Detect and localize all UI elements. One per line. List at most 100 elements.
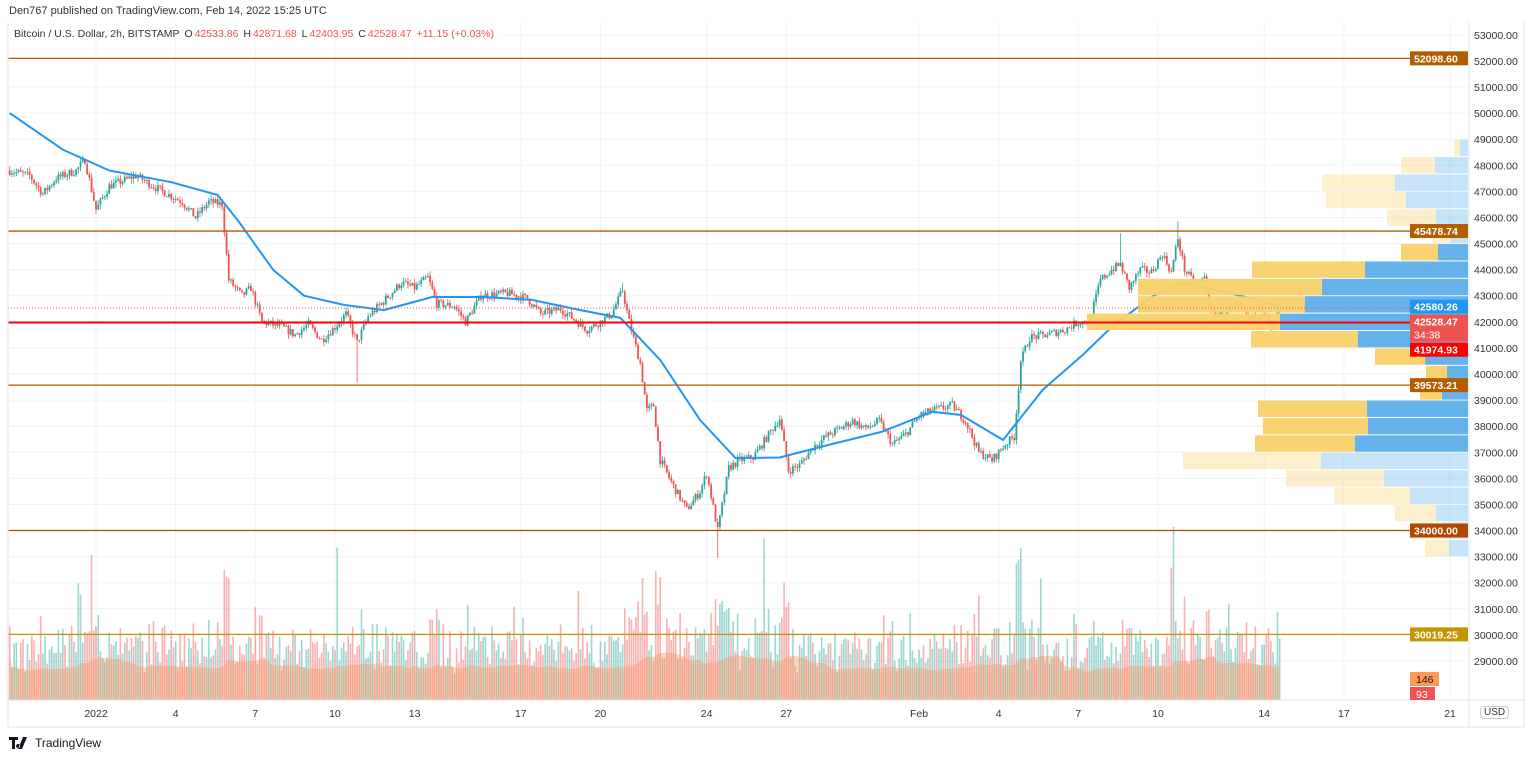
candle <box>380 302 383 306</box>
volume-bar <box>772 667 774 700</box>
candle-body <box>1017 389 1020 414</box>
volume-bar <box>750 656 752 700</box>
volume-bar <box>869 638 872 700</box>
volume-bar <box>442 624 445 700</box>
volume-bar <box>148 623 150 700</box>
candle <box>115 176 117 188</box>
currency-button[interactable]: USD <box>1480 706 1510 719</box>
level-price-label-bg <box>1410 627 1468 642</box>
volume-bar <box>391 632 394 700</box>
volume-bar <box>1002 666 1004 700</box>
volume-bar <box>557 641 560 700</box>
vp-down-volume-bar <box>1252 261 1365 278</box>
volume-bar <box>1031 619 1033 700</box>
candle <box>400 282 403 291</box>
volume-bar <box>955 642 958 700</box>
candle-body <box>181 202 184 205</box>
level-price-label[interactable]: 41974.93 <box>1410 342 1468 357</box>
volume-bar <box>409 642 411 700</box>
candle <box>756 445 759 453</box>
candle-body <box>475 300 478 306</box>
candle <box>199 207 201 218</box>
candle-body <box>672 481 675 485</box>
candle-body <box>1073 320 1075 329</box>
volume-bar <box>701 635 704 700</box>
volume-bar <box>1108 656 1111 700</box>
volume-bar <box>13 643 15 700</box>
candle <box>378 301 381 308</box>
volume-bar <box>287 644 290 700</box>
candle-body <box>435 295 438 308</box>
volume-bar <box>462 659 465 700</box>
candle <box>646 391 648 413</box>
price-axis[interactable] <box>1469 0 1536 757</box>
candle-body <box>962 419 965 423</box>
volume-bar <box>876 645 878 700</box>
level-price-label[interactable]: 52098.60 <box>1410 51 1468 66</box>
candle <box>847 421 850 431</box>
candle <box>1146 265 1148 278</box>
candle-body <box>707 476 710 485</box>
candle-body <box>765 437 768 442</box>
ma-value-label[interactable]: 42580.26 <box>1410 299 1468 314</box>
volume-bar <box>953 624 956 700</box>
candle-body <box>1126 273 1128 280</box>
candle <box>207 197 210 208</box>
volume-bar <box>1256 664 1259 700</box>
candle-body <box>1181 251 1184 256</box>
candle-body <box>1068 327 1071 329</box>
volume-bar <box>843 639 845 700</box>
price-tick-label: 40000.00 <box>1474 369 1518 381</box>
candle-body <box>35 183 38 186</box>
volume-bar <box>1163 653 1166 700</box>
volume-bar <box>907 665 909 700</box>
candle <box>1008 435 1011 448</box>
level-price-label[interactable]: 30019.25 <box>1410 627 1468 642</box>
candle <box>907 431 909 438</box>
volume-bar <box>847 640 850 700</box>
candle-body <box>440 299 443 301</box>
candle <box>440 297 443 304</box>
candle <box>564 309 566 320</box>
volume-bar <box>568 650 571 700</box>
vp-down-volume-bar <box>1334 487 1410 504</box>
volume-bar <box>1201 659 1204 700</box>
vp-up-volume-bar <box>1384 470 1468 487</box>
volume-bar <box>1179 630 1181 700</box>
level-price-label[interactable]: 39573.21 <box>1410 378 1468 393</box>
candle-body <box>219 201 221 205</box>
level-price-label[interactable]: 45478.74 <box>1410 224 1468 239</box>
volume-bar <box>331 646 334 700</box>
candle-body <box>796 467 799 468</box>
volume-bar <box>139 632 142 700</box>
candle-body <box>803 458 805 461</box>
symbol-name[interactable]: Bitcoin / U.S. Dollar, 2h, BITSTAMP <box>14 28 180 40</box>
volume-bar <box>590 624 593 700</box>
candle-body <box>11 173 13 175</box>
vp-up-volume-bar <box>1365 261 1468 278</box>
candle <box>1168 263 1170 275</box>
volume-bar <box>378 650 380 700</box>
volume-bar <box>639 632 642 700</box>
candle-body <box>353 334 356 335</box>
price-tick-label: 46000.00 <box>1474 212 1518 224</box>
candle <box>1132 280 1135 287</box>
candle <box>615 301 617 310</box>
level-price-label[interactable]: 34000.00 <box>1410 523 1468 538</box>
candle <box>176 197 179 201</box>
candle <box>988 450 991 458</box>
candle-body <box>245 288 248 295</box>
candle <box>676 489 679 495</box>
time-tick-label: 2022 <box>84 708 108 720</box>
volume-bar <box>300 640 303 700</box>
candle <box>584 326 586 333</box>
volume-bar <box>88 631 91 700</box>
volume-bar <box>1090 636 1093 700</box>
candle <box>174 195 177 203</box>
candle <box>64 169 66 179</box>
volume-bar <box>440 667 442 700</box>
candle <box>1117 262 1120 268</box>
candle <box>409 279 412 287</box>
